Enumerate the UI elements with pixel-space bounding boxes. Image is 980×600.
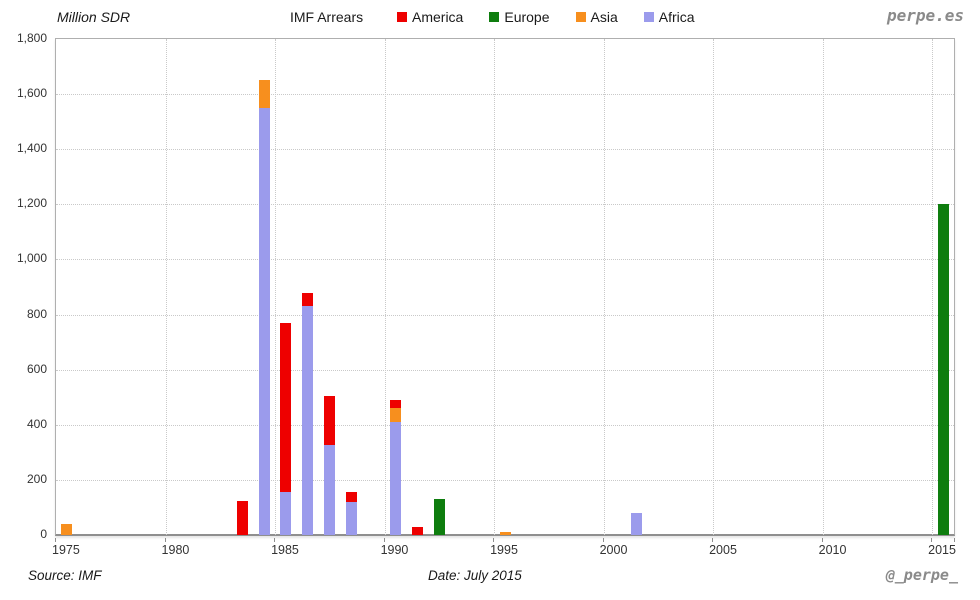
bar-segment-asia-1975 xyxy=(61,523,73,535)
bar-segment-america-1990 xyxy=(389,399,401,409)
bar-segment-africa-1990 xyxy=(389,422,401,535)
bar-segment-africa-1986 xyxy=(302,306,314,535)
legend-item-america: America xyxy=(397,9,463,25)
x-tick-label-1985: 1985 xyxy=(271,543,299,557)
bar-segment-america-1985 xyxy=(280,322,292,493)
gridline-y-1400 xyxy=(56,149,954,151)
bar-segment-africa-1987 xyxy=(324,445,336,535)
x-tick-label-1990: 1990 xyxy=(380,543,409,557)
source-note: Source: IMF xyxy=(28,568,102,583)
legend-item-africa: Africa xyxy=(643,9,695,25)
bar-segment-africa-1985 xyxy=(280,492,292,535)
y-tick-label-1800: 1,800 xyxy=(16,31,47,45)
gridline-y-1600 xyxy=(56,94,954,96)
legend-label-asia: Asia xyxy=(590,9,618,25)
y-tick-label-1200: 1,200 xyxy=(16,196,47,211)
x-tick-mark-1990 xyxy=(383,538,385,542)
chart-legend: America Europe Asia Africa xyxy=(397,9,695,25)
gridline-x-2015 xyxy=(932,39,934,535)
x-tick-mark-2015 xyxy=(931,538,933,542)
brand-watermark: perpe.es xyxy=(886,6,964,25)
legend-swatch-europe xyxy=(489,12,500,22)
legend-item-europe: Europe xyxy=(489,9,550,25)
gridline-y-1200 xyxy=(56,204,954,206)
gridline-x-2010 xyxy=(822,39,824,535)
bar-segment-america-1987 xyxy=(324,395,336,446)
bar-segment-america-1988 xyxy=(346,492,358,502)
bar-segment-asia-1995 xyxy=(499,532,511,535)
twitter-handle: @_perpe_ xyxy=(885,566,958,584)
legend-label-africa: Africa xyxy=(658,9,695,25)
legend-item-asia: Asia xyxy=(575,9,618,25)
bar-segment-america-1983 xyxy=(236,500,248,535)
y-tick-label-0: 0 xyxy=(40,527,47,541)
x-tick-label-1980: 1980 xyxy=(161,543,190,557)
y-tick-label-1000: 1,000 xyxy=(16,251,47,266)
x-tick-label-1995: 1995 xyxy=(490,543,518,557)
bar-segment-africa-2001 xyxy=(630,512,642,535)
bar-segment-europe-2015 xyxy=(937,204,949,535)
gridline-y-800 xyxy=(56,314,954,316)
y-tick-label-800: 800 xyxy=(26,306,47,321)
x-tick-label-2010: 2010 xyxy=(818,543,847,557)
bar-segment-asia-1990 xyxy=(389,408,401,423)
bar-segment-asia-1984 xyxy=(258,80,270,108)
y-tick-label-1400: 1,400 xyxy=(16,141,47,156)
gridline-x-2005 xyxy=(713,39,715,535)
x-tick-label-2005: 2005 xyxy=(709,543,737,557)
y-tick-label-200: 200 xyxy=(26,471,47,486)
x-tick-label-1975: 1975 xyxy=(52,543,80,557)
legend-swatch-america xyxy=(397,12,407,22)
legend-swatch-asia xyxy=(575,12,586,22)
y-tick-label-400: 400 xyxy=(26,416,47,431)
x-tick-mark-1985 xyxy=(274,538,276,542)
x-tick-mark-1995 xyxy=(493,538,495,542)
gridline-y-200 xyxy=(56,479,954,481)
bar-segment-america-1986 xyxy=(302,292,314,307)
y-tick-label-600: 600 xyxy=(26,361,47,376)
gridline-y-600 xyxy=(56,369,954,371)
bar-segment-america-1991 xyxy=(411,526,423,535)
legend-swatch-africa xyxy=(643,12,654,22)
bar-segment-africa-1984 xyxy=(258,107,270,535)
legend-label-europe: Europe xyxy=(504,9,550,25)
gridline-y-1000 xyxy=(56,259,954,261)
x-tick-mark-1980 xyxy=(164,538,166,542)
gridline-x-2000 xyxy=(603,39,605,535)
bar-segment-africa-1988 xyxy=(346,501,358,535)
plot-area xyxy=(56,39,954,535)
gridline-x-1985 xyxy=(275,39,277,535)
x-tick-mark-end xyxy=(954,538,955,542)
bar-segment-europe-1992 xyxy=(433,499,445,535)
x-tick-mark-2010 xyxy=(821,538,823,542)
x-tick-label-2015: 2015 xyxy=(928,543,956,557)
date-note: Date: July 2015 xyxy=(428,568,522,583)
y-axis-title: Million SDR xyxy=(57,9,131,25)
gridline-y-400 xyxy=(56,424,954,426)
y-tick-label-1600: 1,600 xyxy=(16,86,47,101)
gridline-x-1990 xyxy=(384,39,386,535)
gridline-x-1980 xyxy=(165,39,167,535)
chart-title: IMF Arrears xyxy=(290,9,364,25)
gridline-x-1995 xyxy=(494,39,496,535)
x-tick-mark-1975 xyxy=(55,538,56,542)
legend-label-america: America xyxy=(412,9,464,25)
x-tick-label-2000: 2000 xyxy=(599,543,628,557)
x-tick-mark-2005 xyxy=(712,538,714,542)
x-tick-mark-2000 xyxy=(602,538,604,542)
plot-border xyxy=(55,38,955,536)
